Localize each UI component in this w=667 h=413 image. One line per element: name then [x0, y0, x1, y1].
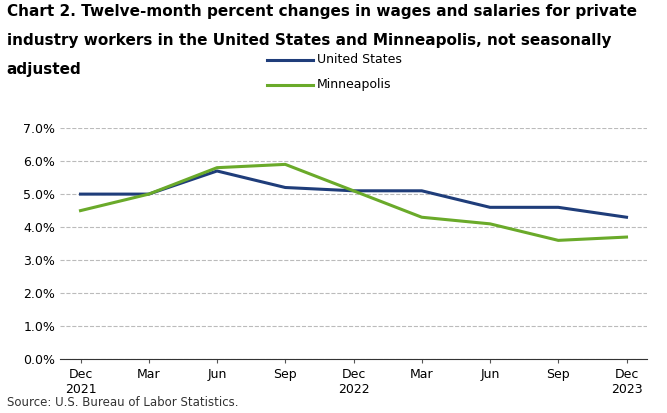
Text: Minneapolis: Minneapolis: [317, 78, 392, 91]
Text: adjusted: adjusted: [7, 62, 81, 77]
Text: Chart 2. Twelve-month percent changes in wages and salaries for private: Chart 2. Twelve-month percent changes in…: [7, 4, 637, 19]
Text: Source: U.S. Bureau of Labor Statistics.: Source: U.S. Bureau of Labor Statistics.: [7, 396, 238, 409]
Text: industry workers in the United States and Minneapolis, not seasonally: industry workers in the United States an…: [7, 33, 611, 48]
Text: United States: United States: [317, 53, 402, 66]
